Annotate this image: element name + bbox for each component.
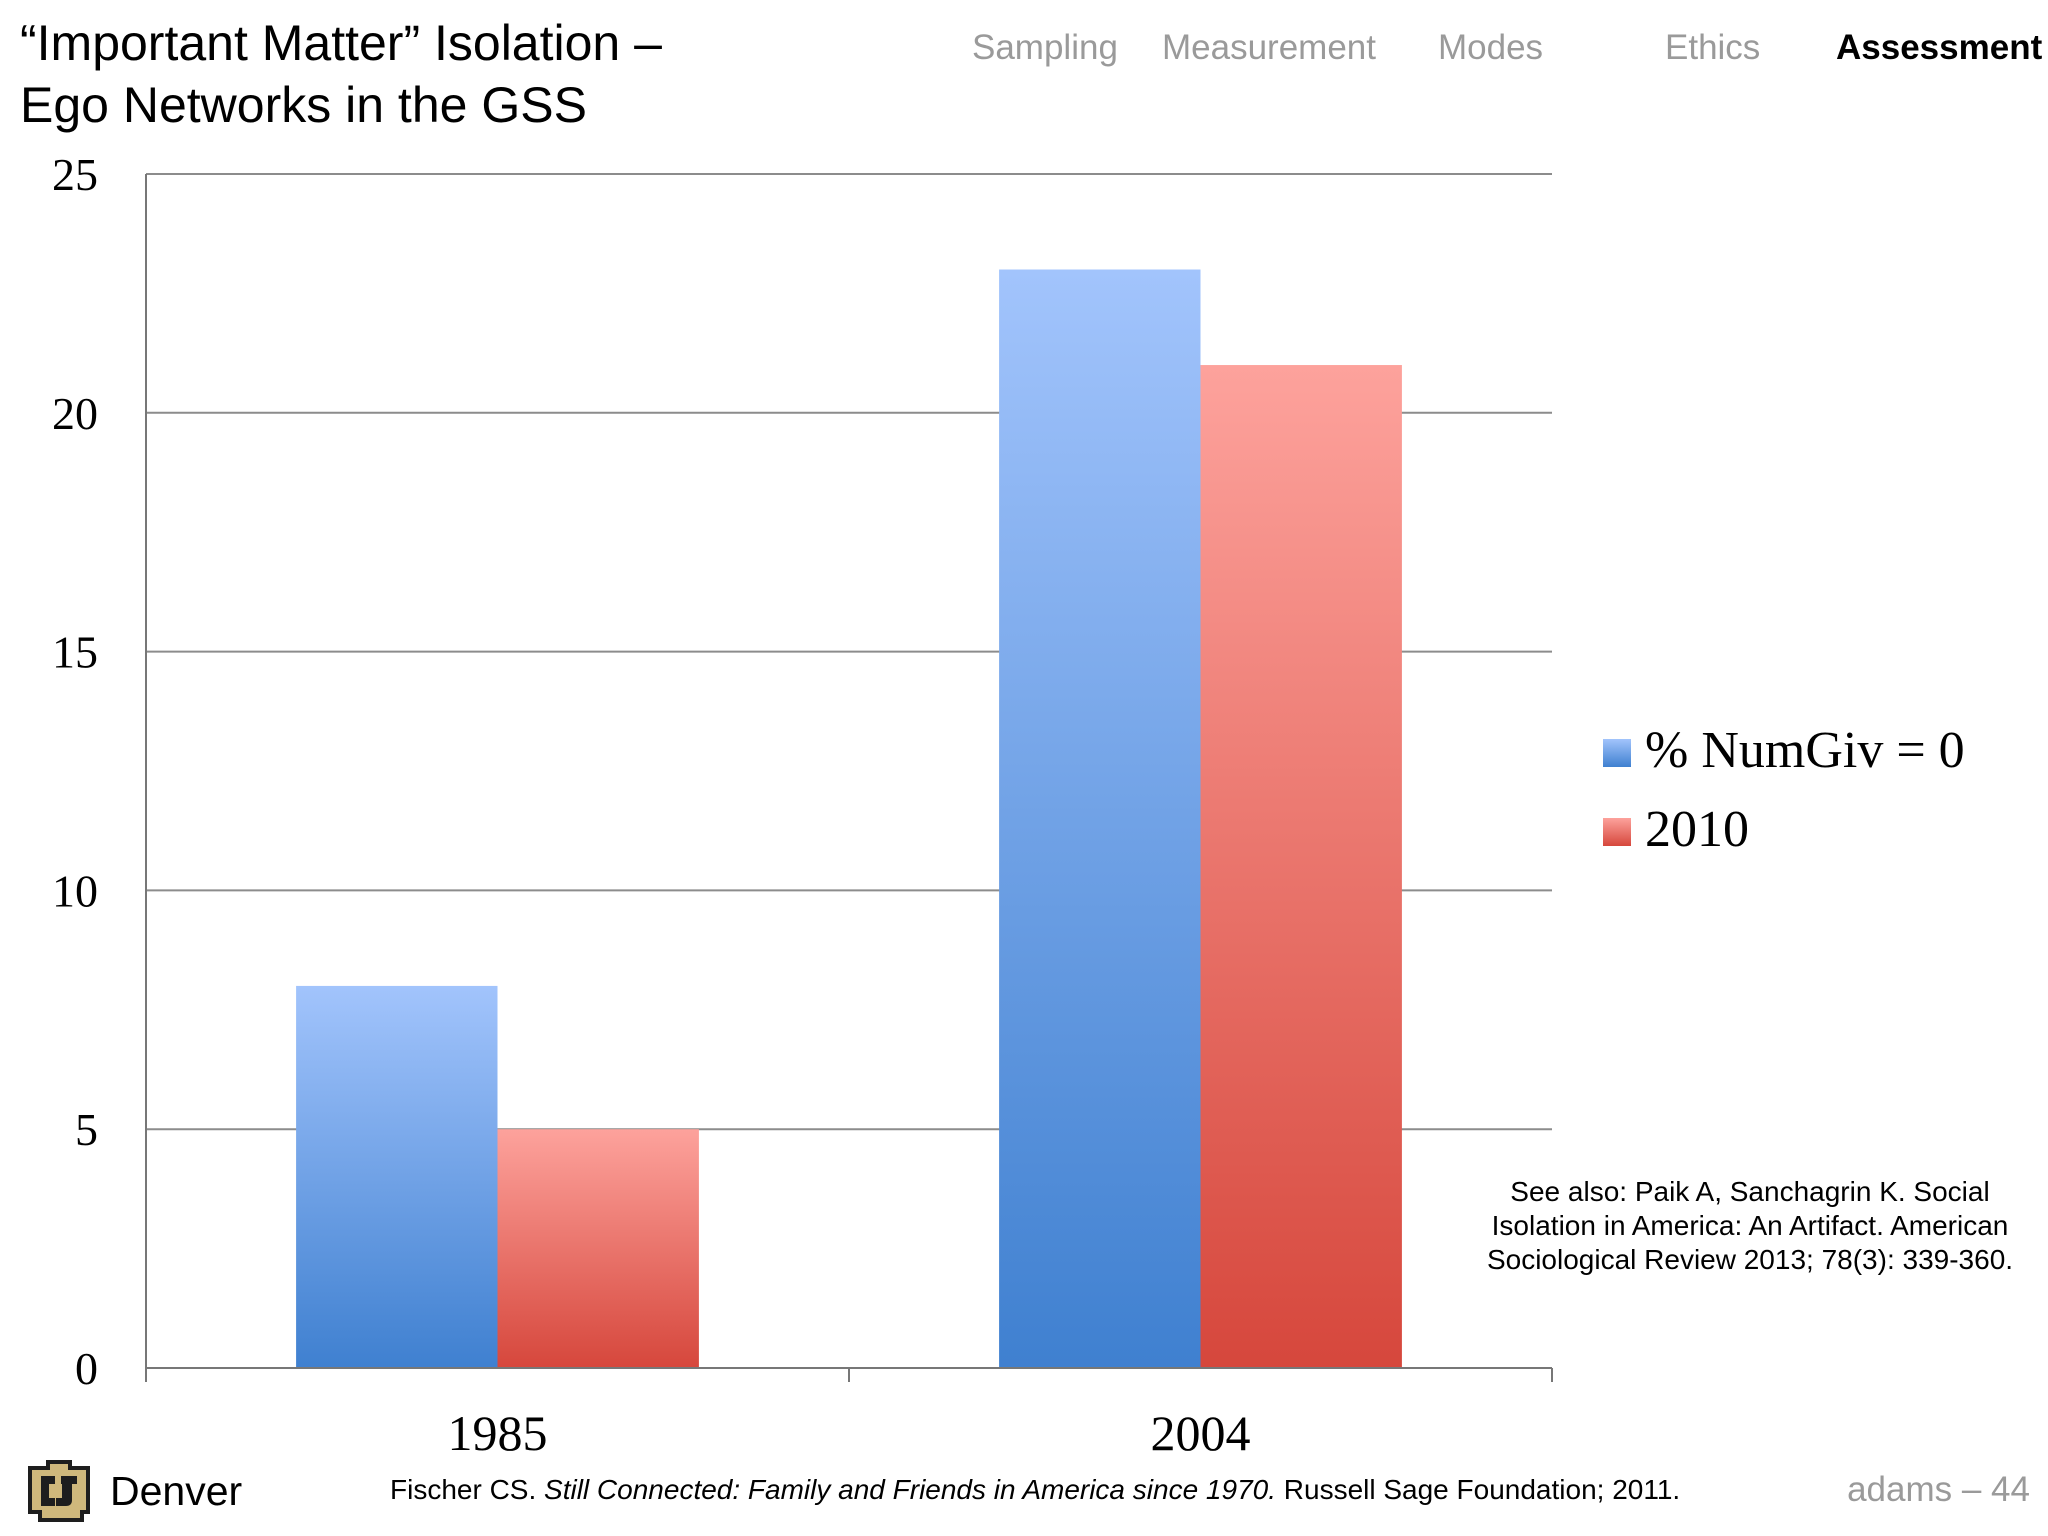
slide-title: “Important Matter” Isolation – Ego Netwo… [20,12,780,136]
nav-assessment[interactable]: Assessment [1836,28,2043,67]
cu-logo-icon [28,1460,90,1522]
nav-ethics[interactable]: Ethics [1665,28,1761,67]
see-also-note: See also: Paik A, Sanchagrin K. Social I… [1486,1176,2014,1275]
y-tick-label: 0 [75,1343,98,1394]
citation-publisher: Russell Sage Foundation; 2011. [1276,1474,1681,1505]
y-tick-label: 25 [52,149,98,200]
nav-measurement[interactable]: Measurement [1162,28,1376,67]
bar-series1-2004 [999,269,1201,1368]
legend: % NumGiv = 0 2010 [1603,722,1965,858]
citation-title: Still Connected: Family and Friends in A… [544,1474,1276,1505]
y-tick-label: 15 [52,627,98,678]
bar-series2-2004 [1200,365,1402,1368]
title-line-1: “Important Matter” Isolation – [20,15,662,71]
citation: Fischer CS. Still Connected: Family and … [390,1472,1680,1508]
nav-sampling[interactable]: Sampling [972,28,1118,67]
x-category-label: 1985 [448,1405,548,1461]
nav-modes[interactable]: Modes [1438,28,1544,67]
legend-swatch [1603,818,1631,846]
legend-swatch [1603,739,1631,767]
y-tick-label: 5 [75,1104,98,1155]
x-category-label: 2004 [1151,1405,1251,1461]
bar-series1-1985 [296,985,498,1368]
legend-label: % NumGiv = 0 [1645,722,1965,779]
page-number: adams – 44 [1847,1470,2030,1509]
y-tick-label: 10 [52,865,98,916]
bars [296,269,1402,1368]
title-line-2: Ego Networks in the GSS [20,77,587,133]
institution-name: Denver [110,1468,243,1514]
bar-series2-1985 [497,1129,699,1368]
axes: 0 5 10 15 20 25 1985 2004 [52,149,1553,1461]
y-tick-label: 20 [52,388,98,439]
legend-label: 2010 [1645,801,1749,858]
citation-author: Fischer CS. [390,1474,545,1505]
